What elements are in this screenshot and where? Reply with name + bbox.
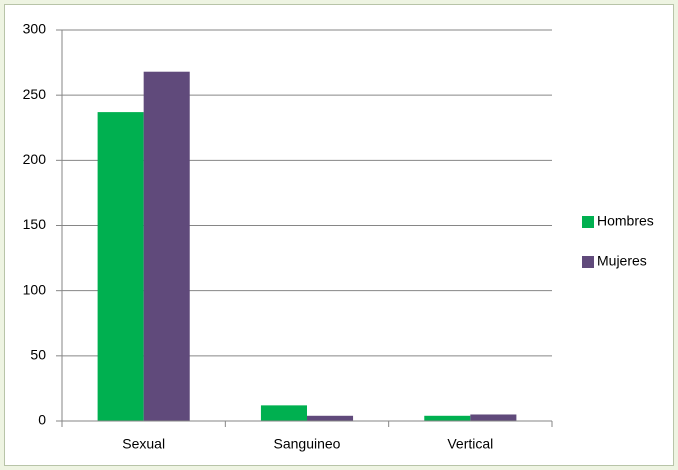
bar [143,71,190,421]
x-tick-label: Sanguineo [274,436,341,452]
y-tick-label: 0 [38,412,46,428]
y-tick-label: 150 [23,216,47,232]
bar [307,415,354,421]
y-tick-label: 200 [23,151,47,167]
y-tick-label: 50 [30,347,46,363]
bar [470,414,517,421]
y-tick-label: 300 [23,21,47,37]
bar [97,112,144,422]
legend-label: Hombres [597,213,654,229]
legend-label: Mujeres [597,253,647,269]
legend-swatch [582,216,594,228]
bar [260,405,307,421]
x-tick-label: Vertical [447,436,493,452]
bar [424,415,471,421]
y-tick-label: 250 [23,86,47,102]
y-tick-label: 100 [23,281,47,297]
x-tick-label: Sexual [122,436,165,452]
legend-swatch [582,256,594,268]
